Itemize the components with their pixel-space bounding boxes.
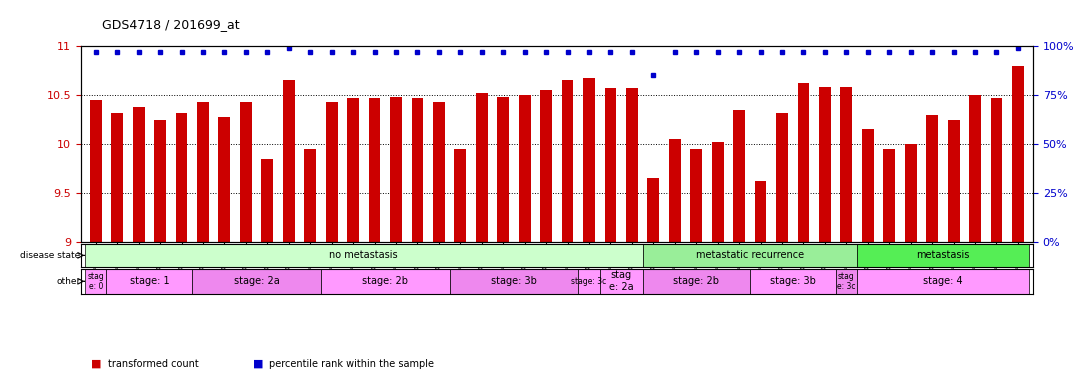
- Bar: [1013, 66, 1024, 242]
- Bar: [669, 139, 681, 242]
- Text: stage: 3c: stage: 3c: [571, 277, 607, 286]
- Bar: [642, 269, 750, 294]
- Text: no metastasis: no metastasis: [329, 250, 398, 260]
- Text: stage: 2b: stage: 2b: [674, 276, 719, 286]
- Bar: [450, 269, 578, 294]
- Text: stage: 2b: stage: 2b: [363, 276, 408, 286]
- Bar: [321, 269, 450, 294]
- Bar: [540, 90, 552, 242]
- Text: stage: 3b: stage: 3b: [769, 276, 816, 286]
- Bar: [218, 117, 230, 242]
- Text: stage: 2a: stage: 2a: [233, 276, 280, 286]
- Text: stage: 1: stage: 1: [129, 276, 169, 286]
- Text: stag
e: 0: stag e: 0: [87, 271, 104, 291]
- Bar: [111, 113, 123, 242]
- Bar: [840, 87, 852, 242]
- Bar: [862, 129, 874, 242]
- Bar: [175, 113, 187, 242]
- Bar: [107, 269, 193, 294]
- Bar: [858, 244, 1029, 267]
- Text: metastatic recurrence: metastatic recurrence: [696, 250, 804, 260]
- Bar: [433, 102, 444, 242]
- Text: disease state: disease state: [20, 251, 81, 260]
- Bar: [626, 88, 638, 242]
- Bar: [754, 181, 766, 242]
- Bar: [858, 269, 1029, 294]
- Bar: [776, 113, 788, 242]
- Bar: [750, 269, 836, 294]
- Bar: [836, 269, 858, 294]
- Bar: [883, 149, 895, 242]
- Text: transformed count: transformed count: [108, 359, 198, 369]
- Bar: [193, 269, 321, 294]
- Bar: [326, 102, 338, 242]
- Bar: [926, 114, 938, 242]
- Text: stag
e: 3c: stag e: 3c: [837, 271, 855, 291]
- Bar: [605, 88, 617, 242]
- Bar: [712, 142, 723, 242]
- Bar: [599, 269, 642, 294]
- Bar: [969, 95, 981, 242]
- Bar: [642, 244, 858, 267]
- Bar: [819, 87, 831, 242]
- Bar: [85, 269, 107, 294]
- Bar: [454, 149, 466, 242]
- Text: stage: 4: stage: 4: [923, 276, 963, 286]
- Bar: [476, 93, 487, 242]
- Text: other: other: [56, 277, 81, 286]
- Bar: [411, 98, 423, 242]
- Bar: [578, 269, 599, 294]
- Text: stage: 3b: stage: 3b: [491, 276, 537, 286]
- Text: percentile rank within the sample: percentile rank within the sample: [269, 359, 434, 369]
- Bar: [197, 102, 209, 242]
- Bar: [154, 119, 166, 242]
- Bar: [797, 83, 809, 242]
- Bar: [497, 97, 509, 242]
- Bar: [562, 80, 574, 242]
- Text: metastasis: metastasis: [916, 250, 969, 260]
- Bar: [691, 149, 703, 242]
- Bar: [348, 98, 359, 242]
- Bar: [905, 144, 917, 242]
- Bar: [305, 149, 316, 242]
- Bar: [948, 119, 960, 242]
- Bar: [85, 244, 642, 267]
- Bar: [733, 110, 745, 242]
- Bar: [240, 102, 252, 242]
- Text: ■: ■: [91, 359, 102, 369]
- Bar: [583, 78, 595, 242]
- Bar: [132, 107, 144, 242]
- Text: ■: ■: [253, 359, 264, 369]
- Bar: [991, 98, 1003, 242]
- Text: GDS4718 / 201699_at: GDS4718 / 201699_at: [102, 18, 240, 31]
- Bar: [283, 80, 295, 242]
- Text: stag
e: 2a: stag e: 2a: [609, 270, 634, 292]
- Bar: [369, 98, 381, 242]
- Bar: [89, 100, 101, 242]
- Bar: [519, 95, 530, 242]
- Bar: [261, 159, 273, 242]
- Bar: [391, 97, 401, 242]
- Bar: [648, 178, 660, 242]
